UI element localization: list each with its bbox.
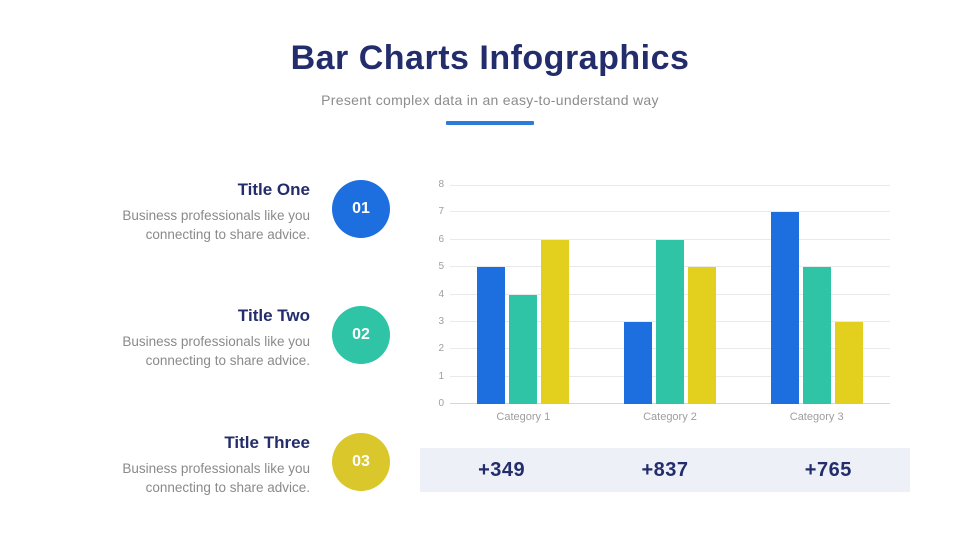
bar-category3-series3 <box>834 321 863 404</box>
main-content: Title One Business professionals like yo… <box>0 170 980 497</box>
summary-value: +765 <box>804 458 852 481</box>
bar-category1-series1 <box>477 267 506 404</box>
gridline <box>450 211 890 212</box>
bar-category1-series3 <box>541 239 570 404</box>
gridline <box>450 185 890 186</box>
bar-category1-series2 <box>509 294 538 404</box>
page-title: Bar Charts Infographics <box>290 39 690 77</box>
x-axis-category-label: Category 2 <box>643 411 697 423</box>
y-axis-tick-label: 8 <box>438 179 444 190</box>
summary-band: +349 +837 +765 <box>420 448 910 492</box>
list-item-one: Title One Business professionals like yo… <box>78 180 390 244</box>
y-axis-tick-label: 4 <box>438 288 444 300</box>
item-title: Title One <box>237 180 310 199</box>
y-axis-tick-label: 0 <box>438 398 444 409</box>
y-axis-tick-label: 5 <box>438 261 444 273</box>
item-text: Title Three Business professionals like … <box>78 433 310 497</box>
slide-header: Bar Charts Infographics Present complex … <box>0 0 980 126</box>
bar-category3-series2 <box>802 267 831 404</box>
item-text: Title Two Business professionals like yo… <box>78 306 310 370</box>
page-subtitle: Present complex data in an easy-to-under… <box>321 92 659 109</box>
item-description: Business professionals like you connecti… <box>122 334 310 369</box>
list-item-three: Title Three Business professionals like … <box>78 432 390 497</box>
item-title: Title Three <box>224 432 310 452</box>
items-column: Title One Business professionals like yo… <box>78 170 390 497</box>
y-axis-tick-label: 1 <box>438 370 444 382</box>
item-title: Title Two <box>237 306 310 326</box>
bar-category2-series2 <box>656 239 684 404</box>
item-number-badge: 03 <box>332 432 390 491</box>
y-axis-tick-label: 2 <box>438 343 444 355</box>
y-axis-tick-label: 7 <box>438 206 444 218</box>
x-axis-category-label: Category 1 <box>496 411 551 423</box>
summary-value: +349 <box>478 458 526 481</box>
item-description: Business professionals like you connecti… <box>122 460 310 495</box>
x-axis-category-label: Category 3 <box>789 411 844 423</box>
item-description: Business professionals like you connecti… <box>122 208 310 243</box>
list-item-two: Title Two Business professionals like yo… <box>78 306 390 370</box>
accent-underline <box>446 121 534 126</box>
y-axis-tick-label: 6 <box>438 233 444 245</box>
chart-column: 0 1 2 3 4 5 6 7 8 Category 1 Category 2 Category 3 … <box>420 170 910 497</box>
y-axis-tick-label: 3 <box>438 315 444 327</box>
item-number-badge: 01 <box>332 180 390 238</box>
bar-category3-series1 <box>770 212 799 404</box>
item-text: Title One Business professionals like yo… <box>78 180 310 244</box>
bar-category2-series1 <box>624 321 652 404</box>
summary-value: +837 <box>641 458 689 481</box>
bar-chart: 0 1 2 3 4 5 6 7 8 Category 1 Category 2 Category 3 <box>438 179 890 423</box>
gridline <box>450 239 890 240</box>
bar-category2-series3 <box>688 267 716 404</box>
item-number-badge: 02 <box>332 306 390 365</box>
